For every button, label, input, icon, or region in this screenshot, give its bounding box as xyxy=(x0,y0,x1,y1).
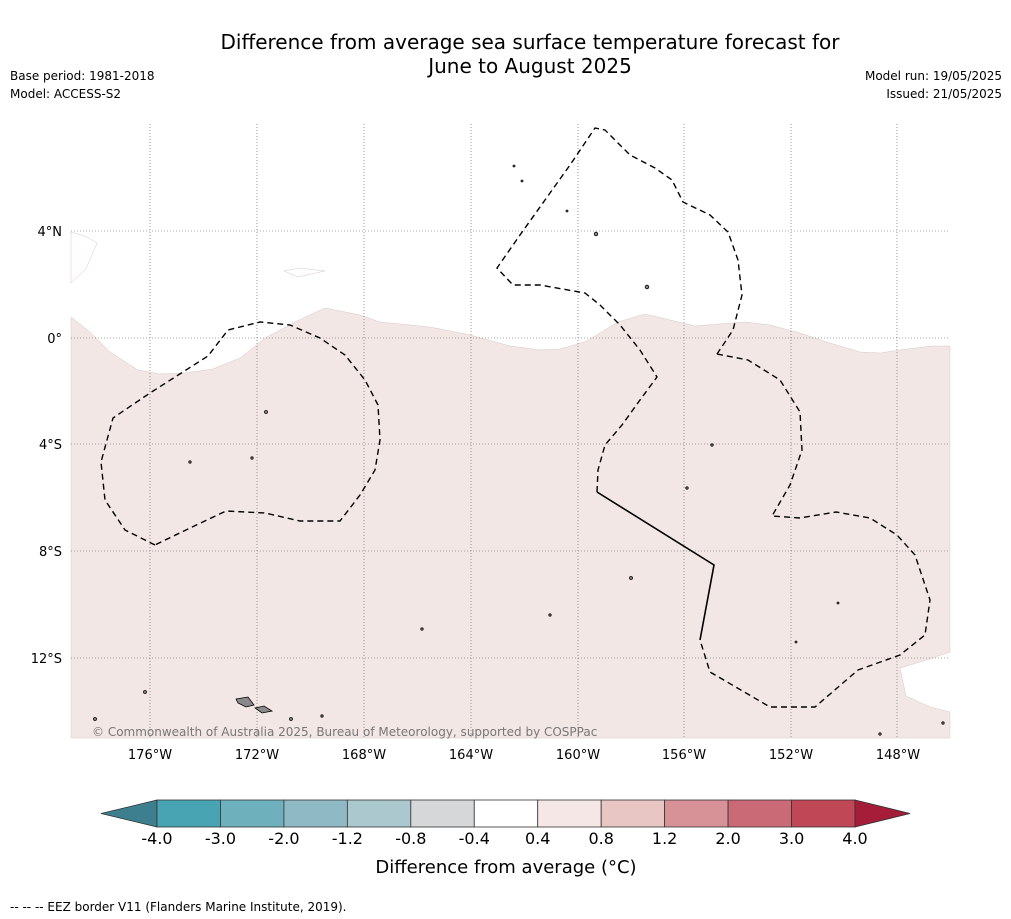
colorbar-tick-label: -0.8 xyxy=(395,829,426,848)
colorbar-tick-label: -2.0 xyxy=(268,829,299,848)
atoll-11 xyxy=(93,717,97,721)
colorbar-tick-label: -1.2 xyxy=(332,829,363,848)
lat-label-0: 0° xyxy=(47,332,62,347)
issued-date: Issued: 21/05/2025 xyxy=(886,87,1002,101)
footer-note: -- -- -- EEZ border V11 (Flanders Marine… xyxy=(10,900,347,914)
colorbar-swatch xyxy=(220,799,285,828)
colorbar-tick-label: 2.0 xyxy=(715,829,740,848)
colorbar-swatch xyxy=(410,799,475,828)
title-line-1: Difference from average sea surface temp… xyxy=(220,30,840,54)
colorbar-swatch xyxy=(791,799,856,828)
colorbar-extend-high xyxy=(854,799,911,828)
base-period: Base period: 1981-2018 xyxy=(10,69,155,83)
atoll-18 xyxy=(836,601,840,605)
lon-label-156w: 156°W xyxy=(662,748,706,763)
colorbar-label: Difference from average (°C) xyxy=(375,857,636,878)
colorbar-tick-label: 0.4 xyxy=(525,829,550,848)
lon-label-152w: 152°W xyxy=(769,748,813,763)
atoll-14 xyxy=(420,627,424,631)
atoll-5 xyxy=(188,460,192,464)
atoll-9 xyxy=(548,613,552,617)
lon-label-160w: 160°W xyxy=(556,748,600,763)
colorbar-tick-label: 4.0 xyxy=(842,829,867,848)
anomaly-region xyxy=(70,307,951,739)
colorbar-swatch xyxy=(156,799,221,828)
lon-label-172w: 172°W xyxy=(235,748,279,763)
colorbar-swatch xyxy=(664,799,729,828)
lat-label-4s: 4°S xyxy=(39,438,62,453)
atoll-12 xyxy=(289,717,293,721)
atoll-17 xyxy=(565,209,569,213)
lon-label-176w: 176°W xyxy=(128,748,172,763)
colorbar-swatch xyxy=(283,799,348,828)
eez-borders xyxy=(100,127,931,708)
lat-label-12s: 12°S xyxy=(31,652,62,667)
atoll-20 xyxy=(878,732,882,736)
model-name: Model: ACCESS-S2 xyxy=(10,87,122,101)
colorbar-tick-labels: -4.0 -3.0 -2.0 -1.2 -0.8 -0.4 0.4 0.8 1.2 2.0 3.0 4… xyxy=(141,829,867,848)
eez-border-west xyxy=(100,321,381,546)
eez-border-east xyxy=(699,353,931,708)
colorbar-extend-low xyxy=(100,799,158,828)
colorbar: -4.0 -3.0 -2.0 -1.2 -0.8 -0.4 0.4 0.8 1.2 2.0 3.0 4… xyxy=(100,799,911,878)
atoll-19 xyxy=(794,640,798,644)
eez-border-central xyxy=(496,127,743,493)
map-title: Difference from average sea surface temp… xyxy=(150,30,910,78)
atoll-3 xyxy=(264,410,268,414)
atoll-1 xyxy=(593,231,599,237)
colorbar-tick-label: 0.8 xyxy=(588,829,613,848)
islands xyxy=(93,164,945,736)
atoll-8 xyxy=(629,576,633,580)
eez-border-solid xyxy=(596,491,715,641)
title-line-2: June to August 2025 xyxy=(428,54,632,78)
longitude-labels: 176°W 172°W 168°W 164°W 160°W 156°W 152°… xyxy=(128,748,920,763)
atoll-13 xyxy=(320,714,324,718)
sst-anomaly-map: 4°N 0° 4°S 8°S 12°S 176°W 172°W 168°W 16… xyxy=(31,124,951,763)
colorbar-swatch xyxy=(537,799,602,828)
colorbar-tick-label: 1.2 xyxy=(652,829,677,848)
gridlines xyxy=(71,124,950,738)
atoll-2 xyxy=(644,284,650,290)
meta-right: Model run: 19/05/2025 Issued: 21/05/2025 xyxy=(865,67,1002,103)
colorbar-tick-label: -3.0 xyxy=(205,829,236,848)
atoll-16 xyxy=(520,179,524,183)
colorbar-tick-label: 3.0 xyxy=(779,829,804,848)
atoll-7 xyxy=(685,486,689,490)
colorbar-swatch xyxy=(473,799,539,828)
lat-label-4n: 4°N xyxy=(38,225,63,240)
colorbar-swatch xyxy=(346,799,412,828)
colorbar-tick-label: -4.0 xyxy=(141,829,172,848)
lat-label-8s: 8°S xyxy=(39,545,62,560)
lon-label-148w: 148°W xyxy=(876,748,920,763)
atoll-21 xyxy=(941,721,945,725)
latitude-labels: 4°N 0° 4°S 8°S 12°S xyxy=(31,225,62,667)
island-main xyxy=(235,696,255,708)
atoll-15 xyxy=(512,164,516,168)
meta-left: Base period: 1981-2018 Model: ACCESS-S2 xyxy=(10,67,155,103)
island-small xyxy=(254,705,274,714)
colorbar-tick-label: -0.4 xyxy=(459,829,490,848)
lon-label-168w: 168°W xyxy=(342,748,386,763)
anomaly-patch-n xyxy=(283,267,326,278)
colorbar-swatches xyxy=(100,799,911,828)
atoll-4 xyxy=(250,456,254,460)
atoll-10 xyxy=(143,690,147,694)
model-run: Model run: 19/05/2025 xyxy=(864,69,1002,83)
colorbar-swatch xyxy=(727,799,792,828)
lon-label-164w: 164°W xyxy=(449,748,493,763)
copyright-notice: © Commonwealth of Australia 2025, Bureau… xyxy=(92,725,597,739)
anomaly-patch-nw xyxy=(70,231,98,284)
atoll-6 xyxy=(710,443,714,447)
colorbar-swatch xyxy=(600,799,666,828)
